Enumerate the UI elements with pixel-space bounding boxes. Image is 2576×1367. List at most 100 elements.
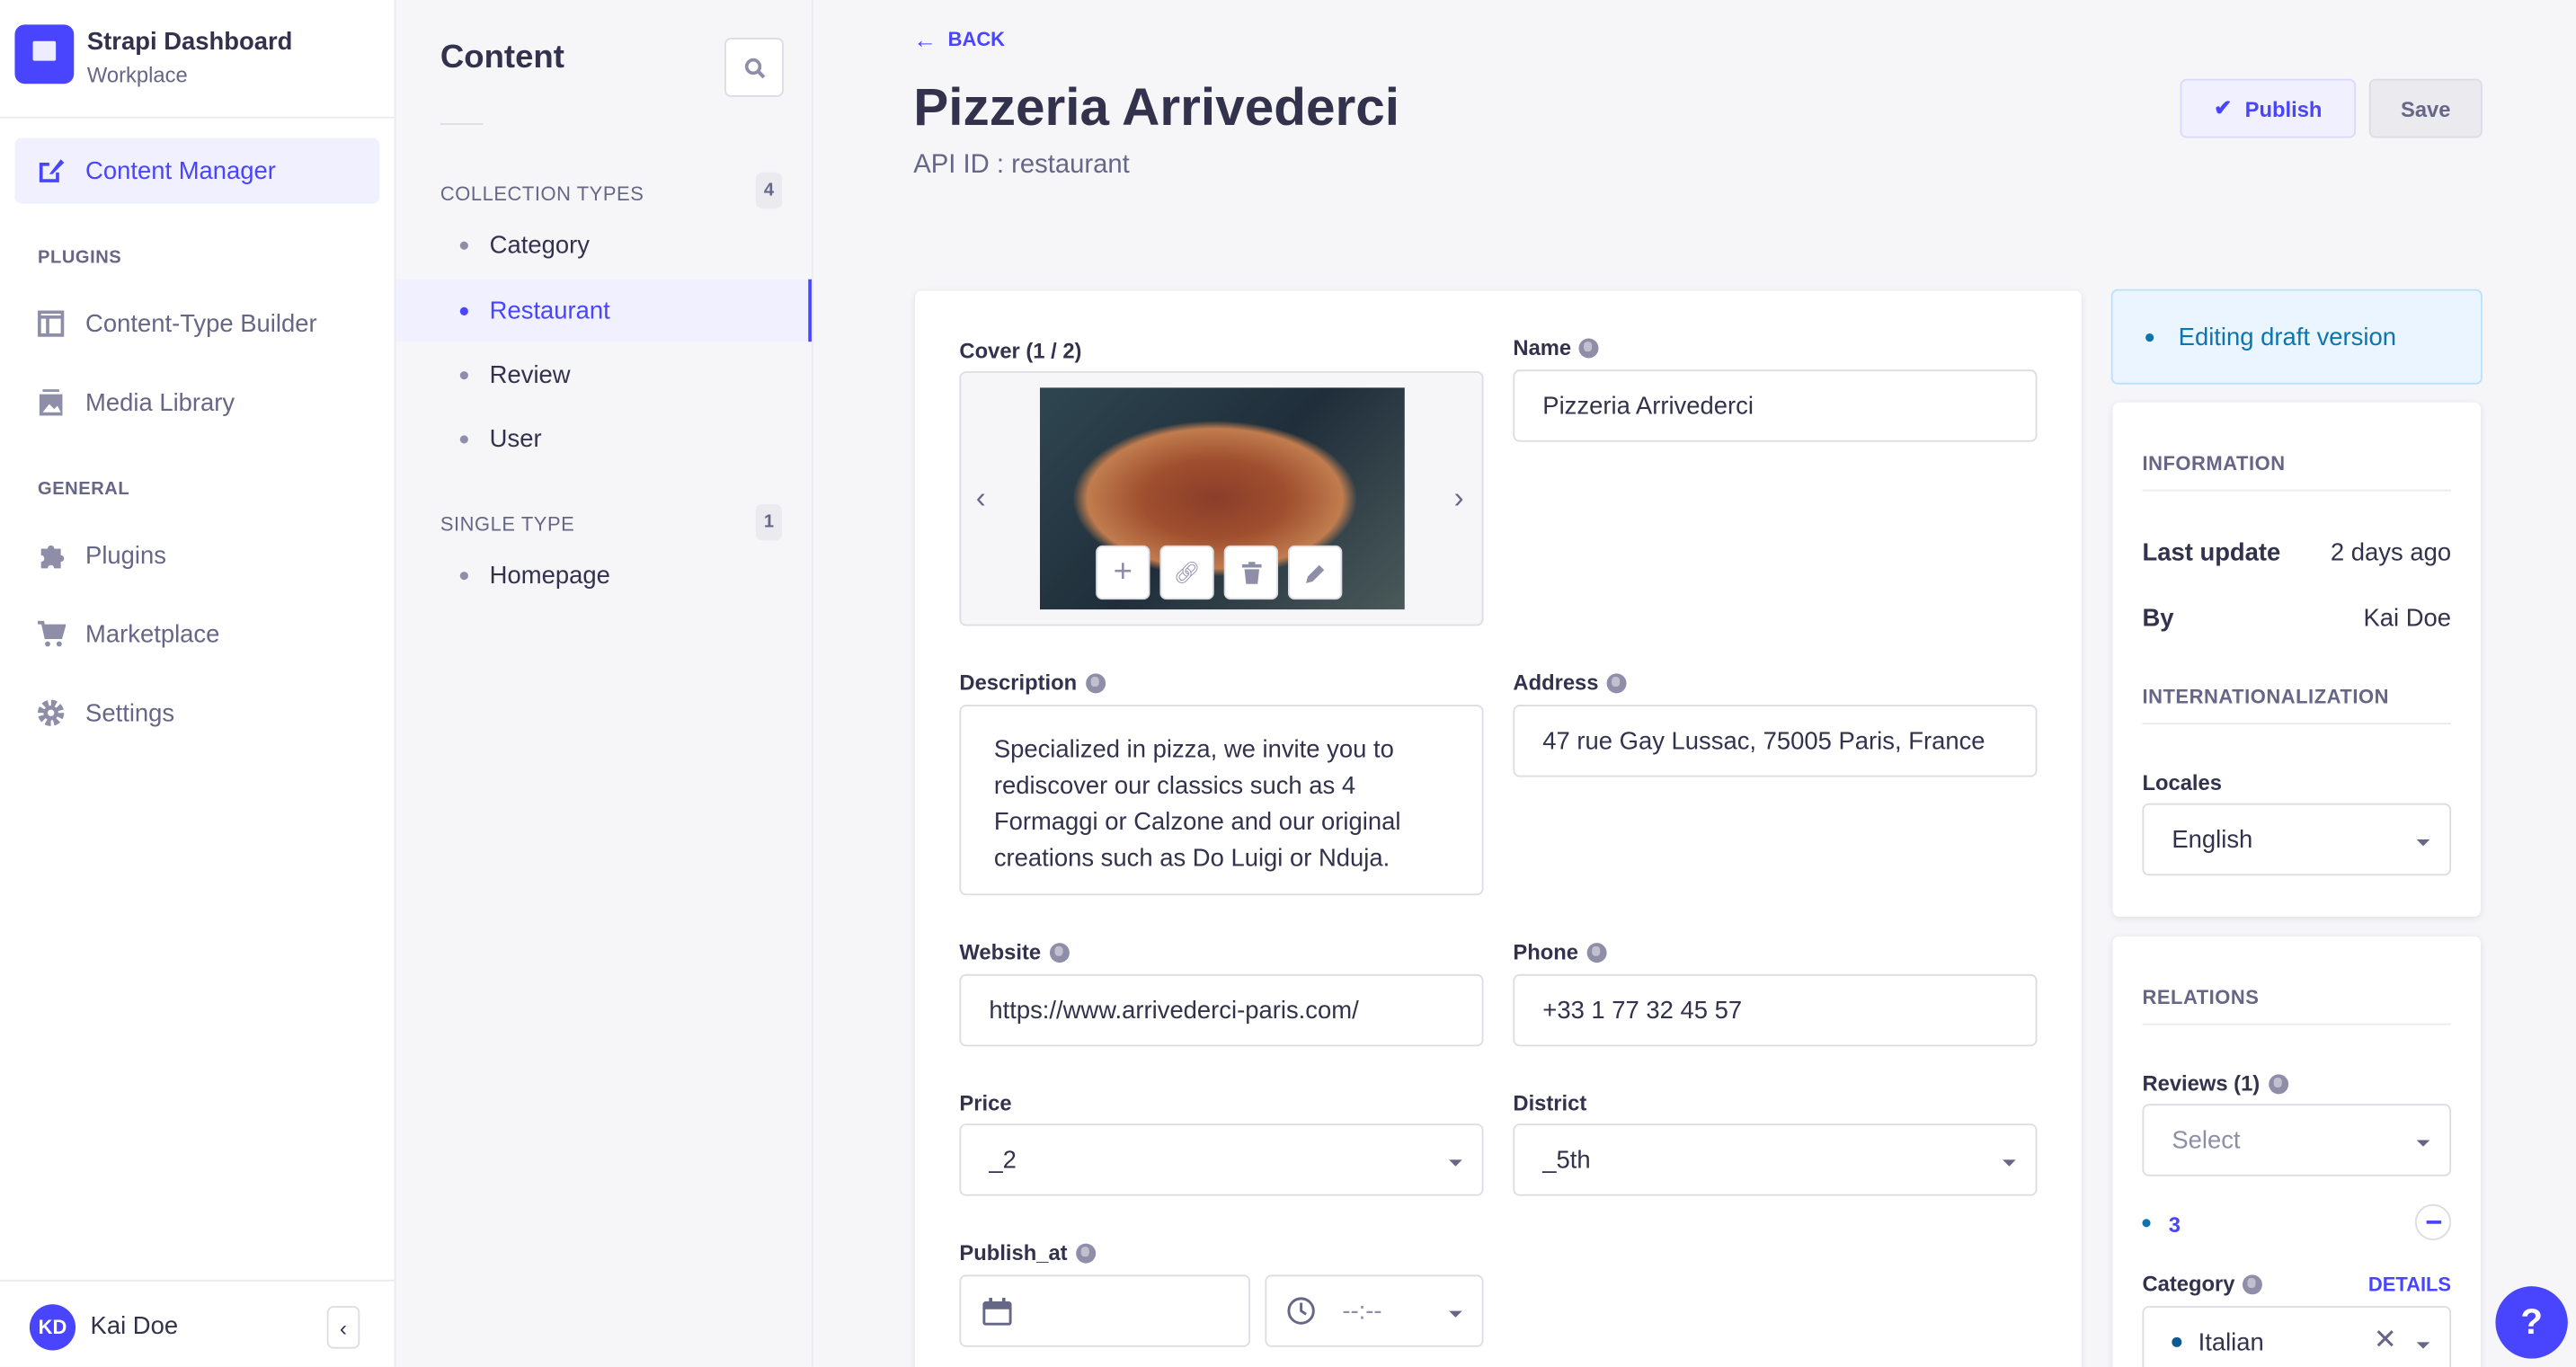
clear-icon[interactable]: ✕ [2373, 1324, 2397, 1355]
reviews-select[interactable]: Select [2142, 1104, 2452, 1176]
details-link[interactable]: DETAILS [2367, 1273, 2452, 1297]
minus-icon [2425, 1221, 2441, 1224]
avatar[interactable]: KD [29, 1304, 76, 1351]
nav-label: Content-Type Builder [85, 309, 317, 338]
subnav-item-restaurant[interactable]: Restaurant [395, 279, 812, 342]
app-subtitle: Workplace [86, 62, 188, 87]
copy-link-button[interactable]: 🔗︎ [1159, 545, 1214, 600]
district-label: District [1513, 1090, 1587, 1116]
main-nav: Strapi Dashboard Workplace Content Manag… [0, 0, 396, 1367]
label-text: Address [1513, 670, 1599, 696]
arrow-left-icon: ← [913, 26, 937, 53]
website-input[interactable]: https://www.arrivederci-paris.com/ [959, 973, 1484, 1047]
edit-asset-button[interactable] [1287, 545, 1343, 600]
locales-label: Locales [2142, 770, 2222, 795]
question-icon: ? [2520, 1300, 2543, 1343]
user-name[interactable]: Kai Doe [90, 1312, 179, 1341]
collapse-nav-button[interactable]: ‹ [326, 1306, 360, 1349]
globe-icon [1579, 337, 1600, 358]
category-select[interactable]: Italian ✕ [2142, 1306, 2452, 1367]
subnav-item-review[interactable]: Review [395, 343, 811, 405]
nav-section-general: GENERAL [38, 479, 130, 500]
chevron-left-icon[interactable]: ‹ [975, 481, 986, 515]
status-dot [2145, 333, 2154, 342]
globe-icon [1075, 1242, 1096, 1263]
category-label: Category [2142, 1271, 2263, 1297]
back-label: BACK [947, 28, 1006, 51]
calendar-icon [982, 1297, 1012, 1325]
time-input[interactable]: --:-- [1265, 1274, 1484, 1347]
description-label: Description [959, 670, 1106, 695]
caret-down-icon [2003, 1159, 2016, 1167]
nav-marketplace[interactable]: Marketplace [14, 601, 379, 667]
image-icon [39, 389, 63, 416]
locale-select[interactable]: English [2142, 803, 2452, 876]
caret-down-icon [2416, 839, 2430, 847]
i18n-header: INTERNATIONALIZATION [2142, 685, 2390, 708]
save-button[interactable]: Save [2368, 78, 2483, 138]
select-value: English [2172, 825, 2253, 854]
name-label: Name [1513, 334, 1600, 360]
delete-asset-button[interactable] [1223, 545, 1279, 600]
relations-panel: RELATIONS Reviews (1) Select 3 Category … [2112, 936, 2481, 1367]
subnav-item-category[interactable]: Category [395, 214, 811, 276]
page-title: Pizzeria Arrivederci [913, 76, 1400, 137]
chevron-right-icon[interactable]: › [1453, 481, 1464, 515]
nav-label: Media Library [85, 388, 235, 417]
plus-icon: + [1113, 553, 1133, 590]
price-select[interactable]: _2 [959, 1123, 1484, 1196]
district-select[interactable]: _5th [1513, 1123, 2038, 1196]
trash-icon [1240, 561, 1261, 583]
globe-icon [1586, 942, 1607, 963]
price-label: Price [959, 1090, 1012, 1116]
pencil-icon [1305, 564, 1324, 582]
nav-content-manager[interactable]: Content Manager [14, 138, 380, 204]
phone-input[interactable]: +33 1 77 32 45 57 [1513, 973, 2038, 1047]
nav-content-type-builder[interactable]: Content-Type Builder [14, 291, 379, 357]
time-placeholder: --:-- [1342, 1297, 1382, 1326]
search-button[interactable] [724, 38, 784, 97]
date-input[interactable] [959, 1274, 1250, 1347]
nav-plugins[interactable]: Plugins [14, 522, 379, 588]
nav-label: Marketplace [85, 619, 220, 649]
globe-icon [2243, 1274, 2263, 1294]
status-dot [2142, 1219, 2151, 1228]
edit-form: Cover (1 / 2) ‹ › + 🔗︎ Name Pizzeria Arr… [915, 290, 2082, 1367]
select-value: _2 [989, 1145, 1017, 1174]
by-value: Kai Doe [2363, 604, 2452, 633]
label-text: Website [959, 939, 1042, 964]
publish-button[interactable]: ✔ Publish [2180, 78, 2357, 138]
single-count-badge: 1 [755, 504, 783, 541]
reviews-label: Reviews (1) [2142, 1071, 2288, 1096]
select-value: _5th [1542, 1145, 1591, 1174]
draft-status: Editing draft version [2110, 288, 2483, 385]
label-text: Name [1513, 334, 1572, 360]
link-icon: 🔗︎ [1173, 559, 1201, 584]
by-label: By [2142, 604, 2174, 633]
cover-carousel: ‹ › + 🔗︎ [959, 371, 1484, 626]
label-text: Category [2142, 1271, 2235, 1297]
globe-icon [1049, 942, 1070, 963]
add-asset-button[interactable]: + [1096, 545, 1150, 600]
collection-count-badge: 4 [755, 172, 783, 209]
subnav-item-user[interactable]: User [395, 407, 811, 469]
name-input[interactable]: Pizzeria Arrivederci [1513, 369, 2038, 442]
nav-media-library[interactable]: Media Library [14, 369, 379, 435]
caret-down-icon [2416, 1140, 2430, 1147]
information-panel: INFORMATION Last update 2 days ago By Ka… [2112, 402, 2481, 917]
nav-settings[interactable]: Settings [14, 680, 379, 746]
nav-section-plugins: PLUGINS [38, 247, 122, 268]
gear-icon [38, 699, 65, 726]
label-text: Publish_at [959, 1239, 1068, 1265]
review-relation-link[interactable]: 3 [2168, 1212, 2181, 1238]
back-link[interactable]: ← BACK [913, 26, 1005, 52]
puzzle-icon [40, 545, 65, 569]
address-input[interactable]: 47 rue Gay Lussac, 75005 Paris, France [1513, 705, 2038, 777]
select-placeholder: Select [2172, 1125, 2241, 1155]
subnav-item-homepage[interactable]: Homepage [395, 544, 811, 606]
app-title: Strapi Dashboard [86, 28, 293, 57]
remove-relation-button[interactable] [2414, 1203, 2452, 1240]
help-button[interactable]: ? [2495, 1286, 2568, 1359]
description-textarea[interactable]: Specialized in pizza, we invite you to r… [959, 705, 1484, 896]
globe-icon [1085, 672, 1106, 693]
